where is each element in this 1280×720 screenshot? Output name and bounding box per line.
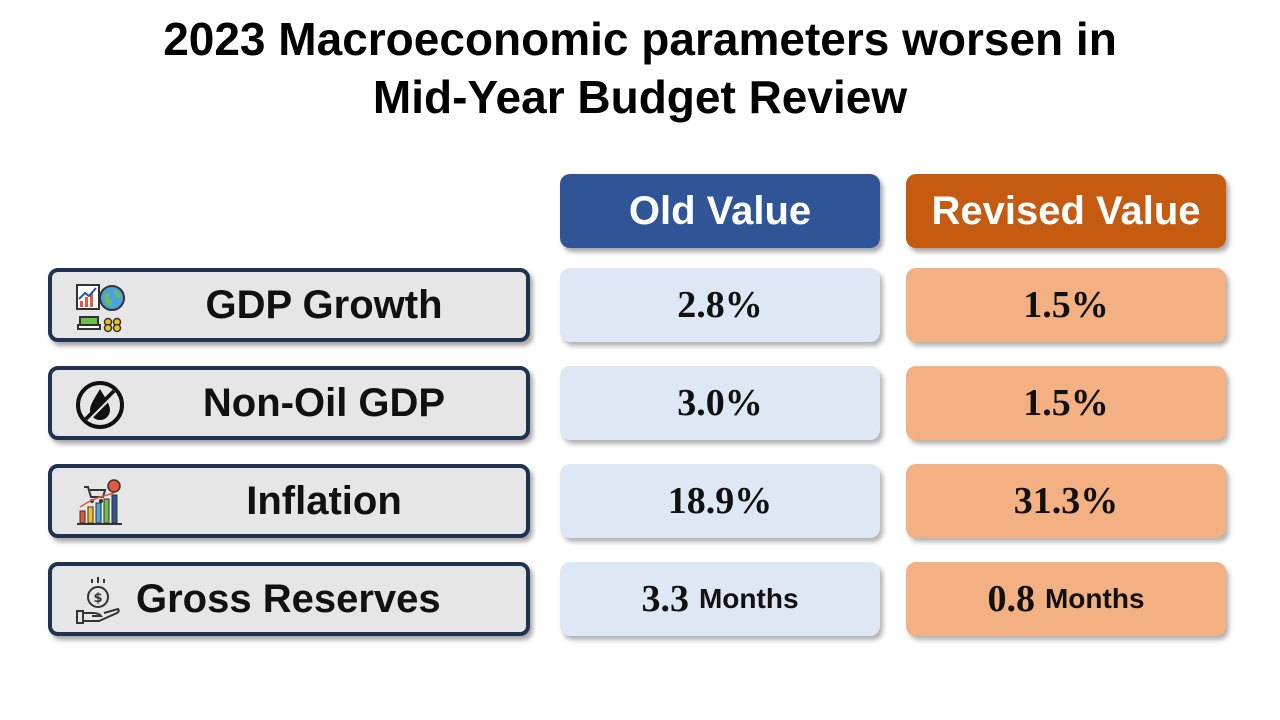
old-value-gross-reserves: 3.3 Months xyxy=(560,562,880,636)
revised-value-header: Revised Value xyxy=(906,174,1226,248)
row-label-text: GDP Growth xyxy=(205,282,443,327)
value-number: 3.3 xyxy=(641,578,689,620)
title-line-2: Mid-Year Budget Review xyxy=(372,71,908,123)
value-number: 18.9% xyxy=(667,480,773,522)
value-number: 3.0% xyxy=(677,382,763,424)
old-value-non-oil-gdp: 3.0% xyxy=(560,366,880,440)
value-number: 31.3% xyxy=(1013,480,1119,522)
money-hand-icon: $ xyxy=(76,577,120,624)
row-label-gross-reserves: $ Gross Reserves xyxy=(48,562,530,636)
revised-value-inflation: 31.3% xyxy=(906,464,1226,538)
svg-text:$: $ xyxy=(93,591,102,606)
row-label-text: Non-Oil GDP xyxy=(202,380,446,425)
value-unit: Months xyxy=(698,583,799,614)
no-oil-icon xyxy=(76,381,124,429)
inflation-chart-icon xyxy=(77,479,122,525)
old-value-header: Old Value xyxy=(560,174,880,248)
value-unit: Months xyxy=(1044,583,1145,614)
revised-value-gross-reserves: 0.8 Months xyxy=(906,562,1226,636)
row-label-text: Inflation xyxy=(246,478,402,523)
page-title: 2023 Macroeconomic parameters worsen in … xyxy=(0,10,1280,126)
value-number: 1.5% xyxy=(1023,382,1109,424)
value-number: 2.8% xyxy=(677,284,763,326)
economy-growth-icon xyxy=(76,284,125,333)
value-number: 0.8 xyxy=(987,578,1035,620)
title-line-1: 2023 Macroeconomic parameters worsen in xyxy=(163,13,1117,65)
row-label-gdp-growth: GDP Growth xyxy=(48,268,530,342)
value-number: 1.5% xyxy=(1023,284,1109,326)
row-label-text: Gross Reserves xyxy=(136,576,441,621)
row-label-non-oil-gdp: Non-Oil GDP xyxy=(48,366,530,440)
old-value-inflation: 18.9% xyxy=(560,464,880,538)
row-label-inflation: Inflation xyxy=(48,464,530,538)
revised-value-non-oil-gdp: 1.5% xyxy=(906,366,1226,440)
revised-value-gdp-growth: 1.5% xyxy=(906,268,1226,342)
old-value-gdp-growth: 2.8% xyxy=(560,268,880,342)
